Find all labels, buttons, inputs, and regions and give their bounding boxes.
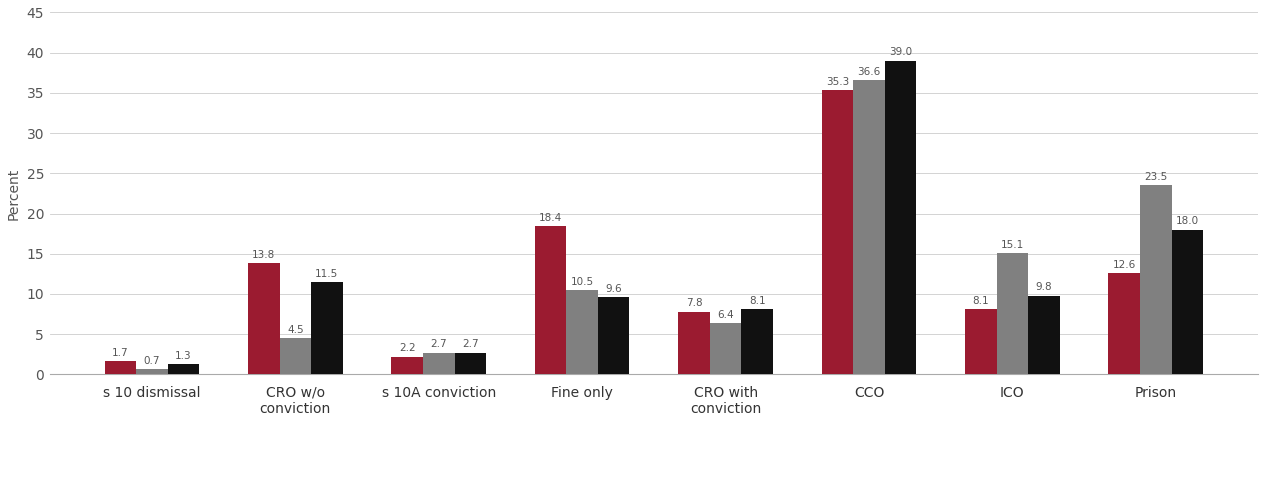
Text: 9.6: 9.6 (606, 284, 622, 294)
Text: 23.5: 23.5 (1144, 172, 1168, 182)
Bar (454, 353, 486, 374)
Bar (567, 290, 598, 374)
Bar (1028, 296, 1060, 374)
Text: 13.8: 13.8 (252, 250, 276, 260)
Bar (965, 309, 997, 374)
Bar (248, 264, 280, 374)
Bar (997, 253, 1028, 374)
Text: 9.8: 9.8 (1036, 282, 1052, 292)
Text: 8.1: 8.1 (749, 296, 765, 306)
Bar (105, 361, 137, 374)
Bar (1108, 273, 1140, 374)
Text: 7.8: 7.8 (686, 299, 702, 309)
Bar (598, 297, 630, 374)
Text: 0.7: 0.7 (144, 356, 161, 366)
Bar (741, 309, 773, 374)
Text: 6.4: 6.4 (717, 310, 734, 320)
Text: 12.6: 12.6 (1113, 260, 1136, 270)
Bar (168, 364, 200, 374)
Bar (1171, 229, 1203, 374)
Bar (423, 353, 454, 374)
Text: 18.4: 18.4 (539, 213, 562, 223)
Text: 2.2: 2.2 (398, 344, 415, 353)
Text: 1.3: 1.3 (175, 351, 192, 361)
Bar (678, 312, 710, 374)
Bar (535, 227, 567, 374)
Bar (391, 357, 423, 374)
Text: 39.0: 39.0 (889, 48, 912, 58)
Text: 2.7: 2.7 (462, 339, 478, 349)
Text: 4.5: 4.5 (287, 325, 304, 335)
Text: 10.5: 10.5 (571, 277, 593, 287)
Y-axis label: Percent: Percent (6, 168, 22, 219)
Text: 15.1: 15.1 (1001, 240, 1025, 250)
Text: 18.0: 18.0 (1175, 216, 1199, 227)
Text: 1.7: 1.7 (113, 348, 129, 358)
Bar (710, 323, 741, 374)
Text: 2.7: 2.7 (430, 339, 447, 349)
Bar (822, 90, 853, 374)
Text: 11.5: 11.5 (315, 269, 339, 279)
Bar (853, 80, 884, 374)
Bar (1140, 185, 1171, 374)
Bar (884, 60, 916, 374)
Text: 36.6: 36.6 (858, 67, 880, 77)
Bar (137, 369, 168, 374)
Text: 35.3: 35.3 (826, 77, 849, 87)
Bar (311, 282, 343, 374)
Text: 8.1: 8.1 (973, 296, 989, 306)
Bar (280, 338, 311, 374)
